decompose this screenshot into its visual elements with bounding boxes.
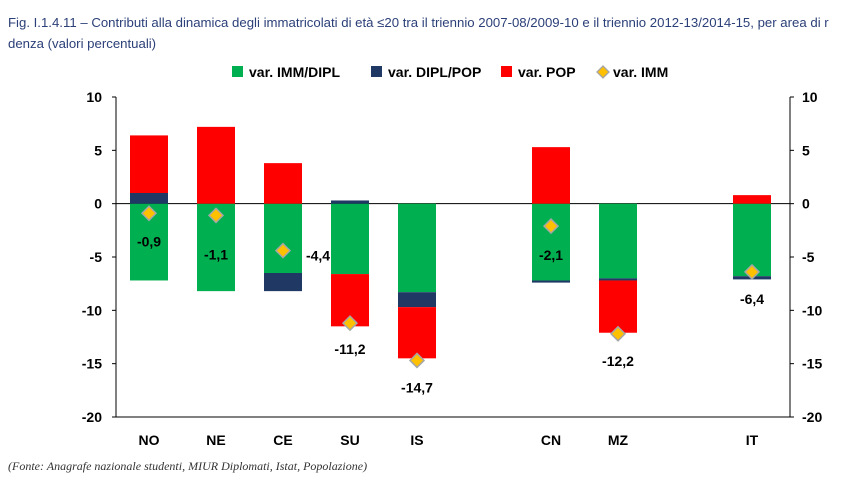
legend-label-dipl-pop: var. DIPL/POP bbox=[388, 64, 481, 80]
y-tick-label-right: -15 bbox=[802, 356, 822, 372]
y-tick-label-right: -10 bbox=[802, 302, 822, 318]
bar-dipl-pop-mz bbox=[599, 278, 637, 281]
legend-label-pop: var. POP bbox=[518, 64, 576, 80]
bar-pop-it bbox=[733, 195, 771, 204]
x-tick-label-it: IT bbox=[746, 432, 759, 448]
title-line-1: Fig. I.1.4.11 – Contributi alla dinamica… bbox=[8, 15, 829, 30]
legend-swatch-imm bbox=[596, 65, 610, 79]
y-tick-label-left: -10 bbox=[82, 302, 102, 318]
y-tick-label-left: -20 bbox=[82, 409, 102, 425]
data-label-su: -11,2 bbox=[334, 341, 365, 357]
marker-imm-cn bbox=[542, 218, 560, 235]
data-labels: -0,9 -1,1 -4,4 -11,2 -14,7 -2,1 -12,2 -6,4 bbox=[137, 233, 764, 395]
y-tick-label-right: 0 bbox=[802, 196, 810, 212]
marker-imm-ne bbox=[207, 207, 225, 224]
source-note: (Fonte: Anagrafe nazionale studenti, MIU… bbox=[8, 459, 368, 473]
chart-title: Fig. I.1.4.11 – Contributi alla dinamica… bbox=[8, 12, 858, 54]
y-tick-label-left: 5 bbox=[94, 142, 102, 158]
y-tick-label-right: 10 bbox=[802, 89, 818, 105]
bar-dipl-pop-su bbox=[331, 200, 369, 204]
data-label-is: -14,7 bbox=[401, 379, 433, 395]
y-tick-label-left: -15 bbox=[82, 356, 102, 372]
data-label-it: -6,4 bbox=[740, 291, 764, 307]
bar-pop-mz bbox=[599, 280, 637, 333]
bar-pop-ce bbox=[264, 163, 302, 204]
x-tick-label-cn: CN bbox=[541, 432, 561, 448]
bar-pop-is bbox=[398, 307, 436, 359]
legend-swatch-pop bbox=[501, 66, 512, 77]
legend: var. IMM/DIPL var. DIPL/POP var. POP var. I… bbox=[232, 64, 668, 80]
data-label-mz: -12,2 bbox=[602, 353, 634, 369]
bar-pop-no bbox=[130, 135, 168, 193]
x-tick-label-is: IS bbox=[410, 432, 423, 448]
marker-imm-mz bbox=[609, 325, 627, 342]
marker-imm-is bbox=[408, 352, 426, 369]
bar-dipl-pop-no bbox=[130, 193, 168, 204]
y-tick-label-right: -5 bbox=[802, 249, 815, 265]
marker-imm-no bbox=[140, 205, 158, 222]
data-label-no: -0,9 bbox=[137, 233, 161, 249]
bar-pop-cn bbox=[532, 147, 570, 204]
bar-imm-dipl-mz bbox=[599, 203, 637, 279]
data-label-cn: -2,1 bbox=[539, 247, 563, 263]
y-tick-label-left: 0 bbox=[94, 196, 102, 212]
bar-imm-dipl-su bbox=[331, 203, 369, 275]
y-tick-label-right: 5 bbox=[802, 142, 810, 158]
bar-dipl-pop-ce bbox=[264, 273, 302, 292]
y-tick-label-left: 10 bbox=[86, 89, 102, 105]
bar-pop-ne bbox=[197, 126, 235, 204]
legend-swatch-imm-dipl bbox=[232, 66, 243, 77]
legend-label-imm: var. IMM bbox=[613, 64, 668, 80]
marker-imm-su bbox=[341, 315, 359, 332]
x-tick-label-su: SU bbox=[340, 432, 359, 448]
bar-dipl-pop-is bbox=[398, 292, 436, 308]
x-tick-label-ne: NE bbox=[206, 432, 225, 448]
data-label-ne: -1,1 bbox=[204, 246, 228, 262]
legend-label-imm-dipl: var. IMM/DIPL bbox=[249, 64, 340, 80]
marker-imm-it bbox=[743, 263, 761, 280]
bars bbox=[130, 126, 771, 359]
x-tick-label-mz: MZ bbox=[608, 432, 629, 448]
y-tick-label-left: -5 bbox=[90, 249, 103, 265]
bar-imm-dipl-cn bbox=[532, 203, 570, 281]
legend-swatch-dipl-pop bbox=[371, 66, 382, 77]
data-label-ce: -4,4 bbox=[306, 248, 330, 264]
marker-imm-ce bbox=[274, 242, 292, 259]
x-tick-label-no: NO bbox=[139, 432, 160, 448]
bar-dipl-pop-cn bbox=[532, 280, 570, 283]
axes: 10 10 5 5 0 0 -5 -5 -10 -10 -15 -15 -20 -20 NO NE CE SU IS… bbox=[82, 89, 823, 448]
bar-imm-dipl-is bbox=[398, 203, 436, 293]
title-line-2: denza (valori percentuali) bbox=[8, 36, 157, 51]
y-tick-label-right: -20 bbox=[802, 409, 822, 425]
x-tick-label-ce: CE bbox=[273, 432, 292, 448]
bar-imm-dipl-ce bbox=[264, 203, 302, 273]
markers bbox=[140, 205, 761, 369]
